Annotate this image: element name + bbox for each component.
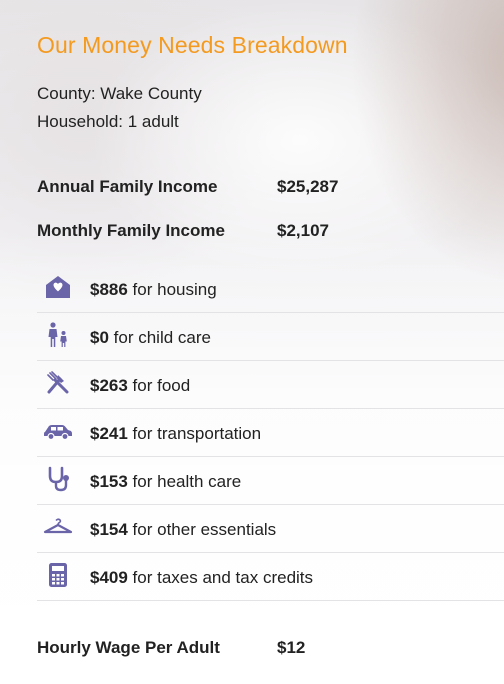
- hourly-wage-value: $12: [277, 638, 306, 657]
- list-item-child-care: $0 for child care: [37, 313, 504, 361]
- stethoscope-icon: [43, 466, 73, 492]
- money-needs-panel: Our Money Needs Breakdown County: Wake C…: [37, 0, 504, 684]
- food-text: $263 for food: [90, 376, 191, 395]
- child-care-text: $0 for child care: [90, 328, 211, 347]
- fork-knife-icon: [43, 370, 73, 396]
- list-item-housing: $886 for housing: [37, 265, 504, 313]
- list-item-taxes: $409 for taxes and tax credits: [37, 553, 504, 601]
- hanger-icon: [43, 514, 73, 540]
- annual-income-value: $25,287: [277, 177, 339, 196]
- household-text: Household: 1 adult: [37, 112, 179, 131]
- housing-text: $886 for housing: [90, 280, 217, 299]
- monthly-income-label: Monthly Family Income: [37, 221, 225, 240]
- taxes-text: $409 for taxes and tax credits: [90, 568, 314, 587]
- county-text: County: Wake County: [37, 84, 202, 103]
- page-title: Our Money Needs Breakdown: [37, 32, 348, 58]
- list-item-health-care: $153 for health care: [37, 457, 504, 505]
- transportation-text: $241 for transportation: [90, 424, 262, 443]
- child-care-icon: [43, 322, 73, 348]
- other-essentials-text: $154 for other essentials: [90, 520, 277, 539]
- list-item-transportation: $241 for transportation: [37, 409, 504, 457]
- house-icon: [43, 274, 73, 300]
- list-item-other-essentials: $154 for other essentials: [37, 505, 504, 553]
- expense-list: $886 for housing $0 for child care: [37, 265, 504, 601]
- calculator-icon: [43, 562, 73, 588]
- monthly-income-value: $2,107: [277, 221, 329, 240]
- car-icon: [43, 418, 73, 444]
- hourly-wage-label: Hourly Wage Per Adult: [37, 638, 220, 657]
- health-care-text: $153 for health care: [90, 472, 242, 491]
- list-item-food: $263 for food: [37, 361, 504, 409]
- annual-income-label: Annual Family Income: [37, 177, 218, 196]
